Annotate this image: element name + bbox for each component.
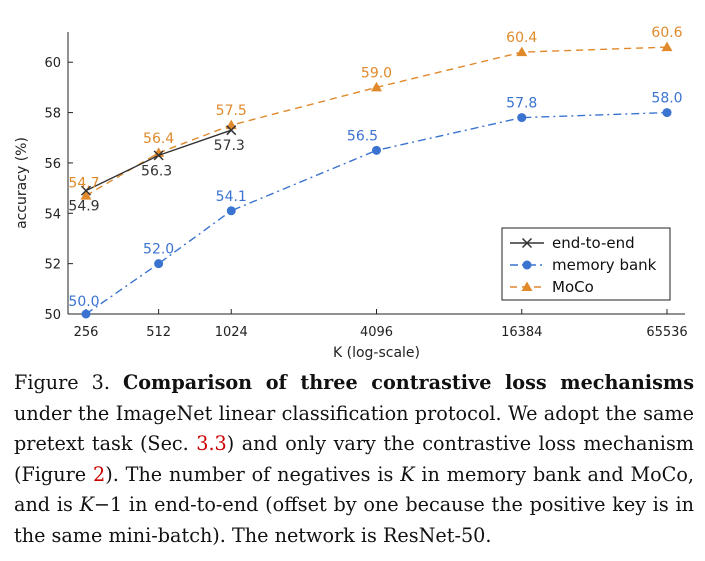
legend-end-to-end-label: end-to-end bbox=[552, 234, 635, 252]
caption-text-2: ) and only vary the contrastive loss mec… bbox=[14, 432, 694, 486]
memory-bank-point bbox=[662, 108, 672, 118]
caption-text-5: −1 in end-to-end (offset by one because … bbox=[14, 493, 695, 547]
y-tick-label: 54 bbox=[44, 207, 61, 222]
caption-text-3: ). The number of negatives is bbox=[105, 462, 401, 486]
memory-bank-point bbox=[372, 145, 381, 155]
moco-data-label: 60.4 bbox=[506, 30, 537, 46]
x-axis-title: K (log-scale) bbox=[333, 345, 420, 361]
moco-point bbox=[516, 46, 528, 57]
memory-bank-data-label: 52.0 bbox=[143, 242, 174, 258]
end-to-end-point bbox=[153, 150, 164, 161]
x-tick-label: 1024 bbox=[215, 325, 248, 340]
memory-bank-point bbox=[81, 309, 91, 319]
accuracy-vs-k-chart: 50 52 54 56 58 60 256 512 1024 4096 16384 65536 K (l… bbox=[14, 25, 688, 361]
memory-bank-data-label: 57.8 bbox=[506, 96, 537, 112]
end-to-end-data-label: 54.9 bbox=[68, 199, 99, 215]
end-to-end-data-label: 57.3 bbox=[214, 138, 245, 154]
section-ref-link[interactable]: 3.3 bbox=[196, 432, 227, 455]
y-axis-title: accuracy (%) bbox=[14, 137, 30, 229]
memory-bank-line bbox=[85, 111, 668, 315]
y-tick-label: 52 bbox=[44, 258, 61, 273]
legend-memory-bank-label: memory bank bbox=[552, 256, 657, 274]
memory-bank-data-label: 50.0 bbox=[68, 294, 99, 310]
memory-bank-data-label: 56.5 bbox=[347, 128, 378, 144]
moco-point bbox=[661, 41, 673, 52]
caption-label: Figure 3. bbox=[14, 371, 110, 394]
y-tick-label: 56 bbox=[44, 157, 61, 172]
moco-point bbox=[371, 81, 382, 92]
legend-end-to-end-marker bbox=[521, 237, 533, 249]
moco-point bbox=[80, 190, 92, 200]
moco-point bbox=[225, 119, 237, 130]
caption-title: Comparison of three contrastive loss mec… bbox=[122, 371, 694, 394]
end-to-end-data-label: 56.3 bbox=[141, 163, 172, 179]
end-to-end-point bbox=[226, 125, 237, 136]
caption-var-k: K bbox=[400, 462, 415, 486]
x-tick-label: 512 bbox=[146, 325, 171, 340]
moco-data-label: 54.7 bbox=[68, 176, 99, 192]
moco-data-label: 59.0 bbox=[361, 65, 392, 81]
figure-ref-link[interactable]: 2 bbox=[92, 462, 106, 486]
y-tick-label: 60 bbox=[44, 56, 61, 71]
caption-text-4: in memory bank and MoCo, and is bbox=[14, 462, 695, 517]
memory-bank-point bbox=[154, 259, 164, 269]
moco-data-label: 60.6 bbox=[651, 25, 682, 41]
x-tick-label: 4096 bbox=[360, 325, 393, 340]
x-tick-label: 256 bbox=[74, 325, 99, 340]
legend-moco-label: MoCo bbox=[552, 278, 594, 296]
moco-data-label: 56.4 bbox=[143, 131, 174, 147]
legend-memory-bank-marker bbox=[522, 260, 532, 270]
moco-line bbox=[85, 46, 668, 197]
memory-bank-data-label: 54.1 bbox=[216, 189, 247, 205]
legend-moco-marker bbox=[521, 281, 533, 291]
y-tick-label: 50 bbox=[44, 308, 61, 323]
y-tick-label: 58 bbox=[44, 107, 61, 122]
memory-bank-data-label: 58.0 bbox=[651, 91, 682, 107]
x-tick-label: 16384 bbox=[501, 325, 542, 340]
x-tick-label: 65536 bbox=[646, 325, 687, 340]
moco-data-label: 57.5 bbox=[216, 103, 247, 119]
memory-bank-point bbox=[517, 113, 527, 123]
caption-text-1: under the ImageNet linear classification… bbox=[14, 401, 694, 456]
memory-bank-point bbox=[226, 206, 236, 216]
end-to-end-point bbox=[80, 185, 92, 196]
figure-caption: Figure 3. Comparison of three contrastiv… bbox=[14, 368, 694, 551]
caption-var-k: K bbox=[79, 493, 94, 516]
